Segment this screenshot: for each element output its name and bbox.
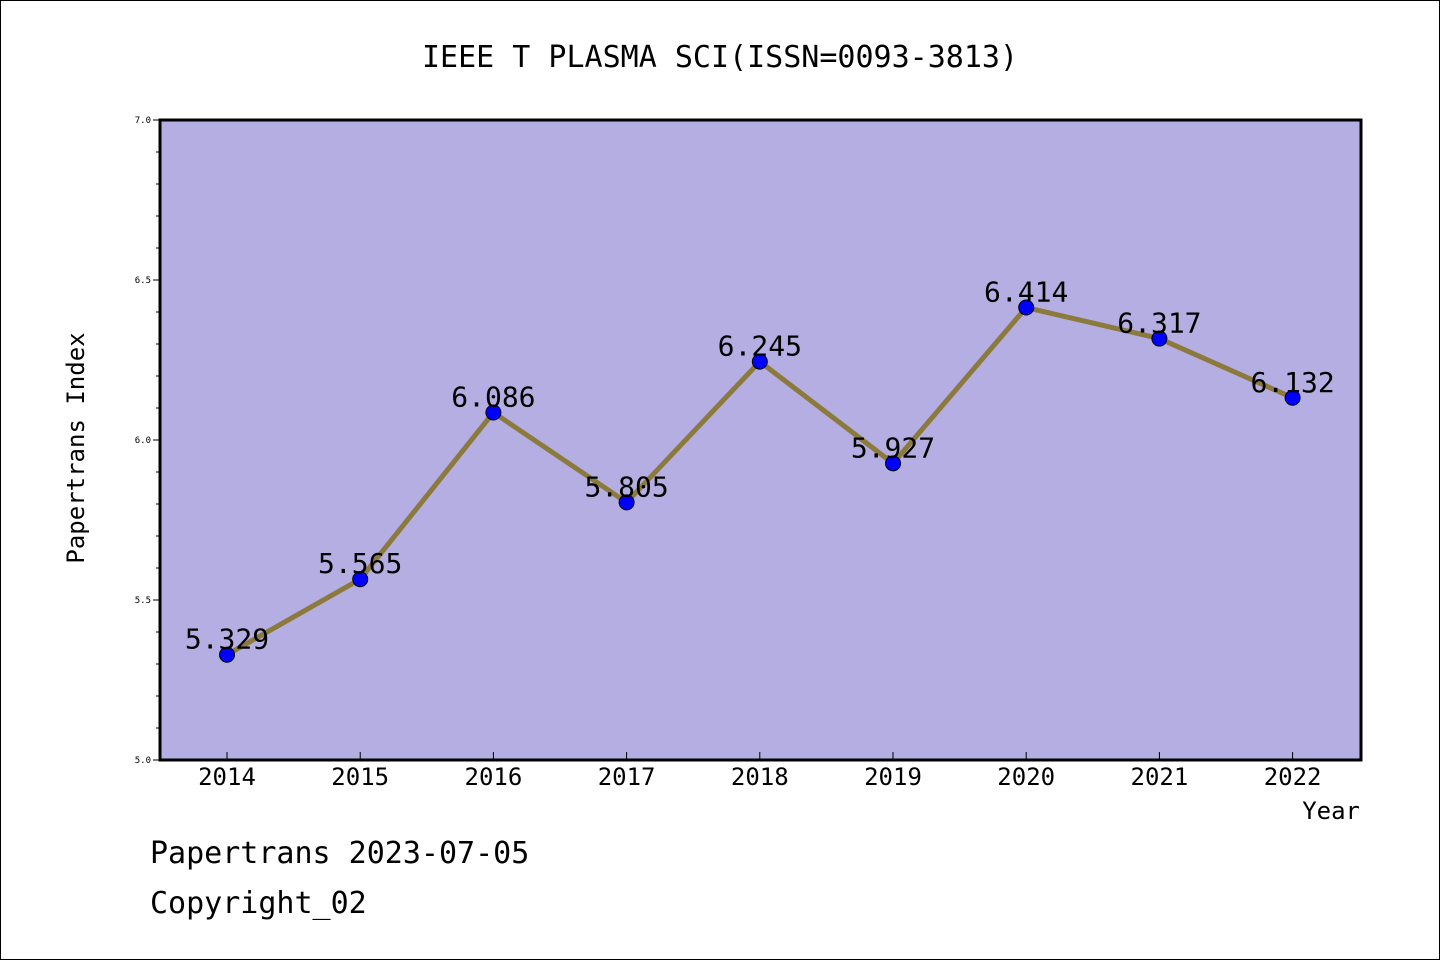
- plot-area: [158, 118, 1363, 762]
- y-tick-label: 5.0: [135, 756, 151, 766]
- y-tick-label: 7.0: [135, 116, 151, 126]
- data-point: [1284, 389, 1301, 406]
- series-markers: [219, 299, 1301, 663]
- data-point: [219, 646, 235, 663]
- data-point: [751, 353, 768, 370]
- data-label: 5.329: [185, 623, 269, 656]
- y-axis-label: Papertrans Index: [62, 332, 90, 563]
- data-point: [618, 494, 635, 511]
- x-tick-label: 2022: [1264, 763, 1322, 791]
- x-axis: 2014 2015 2016 2017 2018 2019 2020 2021 2022: [198, 752, 1321, 791]
- x-tick-label: 2017: [598, 763, 656, 791]
- y-tick-label: 6.5: [135, 276, 151, 286]
- data-label: 6.086: [451, 380, 535, 413]
- data-label: 5.927: [851, 431, 935, 464]
- x-tick-label: 2015: [331, 763, 389, 791]
- data-point: [885, 455, 901, 472]
- x-tick-label: 2018: [731, 763, 789, 791]
- data-label: 5.805: [584, 470, 668, 503]
- data-point: [485, 404, 502, 421]
- x-tick-label: 2016: [465, 763, 523, 791]
- data-labels: 5.329 5.565 6.086 5.805 6.245 5.927 6.414 6.317…: [185, 276, 1335, 656]
- data-point: [1018, 299, 1035, 316]
- y-tick-label: 6.0: [135, 436, 151, 446]
- data-point: [1151, 330, 1168, 347]
- data-label: 6.245: [718, 330, 802, 363]
- data-label: 5.565: [318, 547, 402, 580]
- x-axis-label: Year: [1302, 797, 1360, 825]
- footer-date: Papertrans 2023-07-05: [150, 836, 530, 871]
- data-label: 6.317: [1117, 307, 1201, 340]
- x-tick-label: 2020: [997, 763, 1055, 791]
- data-point: [352, 571, 369, 588]
- y-tick-label: 5.5: [135, 596, 151, 606]
- y-axis: 5.0 5.5 6.0 6.5 7.0: [135, 116, 160, 766]
- data-label: 6.414: [984, 276, 1068, 309]
- chart-title: IEEE T PLASMA SCI(ISSN=0093-3813): [422, 40, 1018, 75]
- data-label: 6.132: [1250, 366, 1334, 399]
- footer-copyright: Copyright_02: [150, 886, 367, 921]
- x-tick-label: 2021: [1131, 763, 1189, 791]
- x-tick-label: 2019: [864, 763, 922, 791]
- x-tick-label: 2014: [198, 763, 256, 791]
